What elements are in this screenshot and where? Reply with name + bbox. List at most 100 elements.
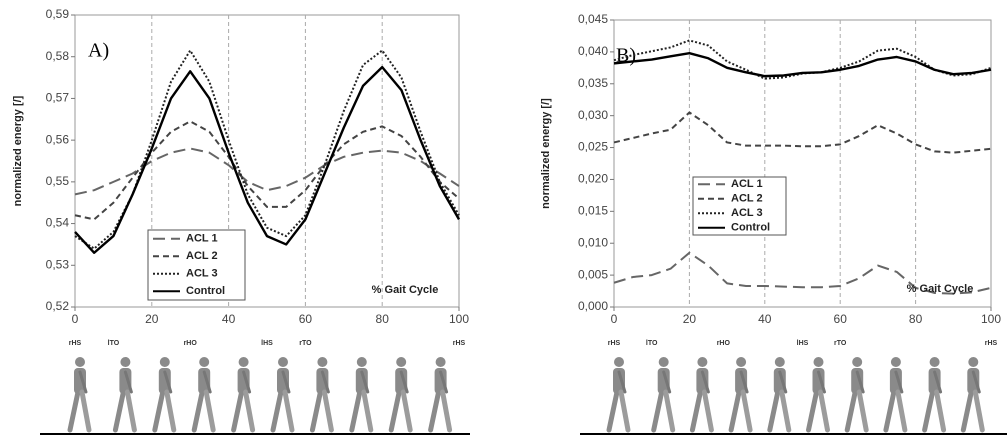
figure-leg xyxy=(818,389,830,433)
legend-box xyxy=(692,176,787,236)
figure-torso xyxy=(74,368,86,394)
figure-arm xyxy=(242,370,252,394)
figure-torso xyxy=(316,368,329,394)
figure-leg xyxy=(740,389,753,433)
figure-arm xyxy=(399,370,409,394)
gait-event-label: rHS xyxy=(453,340,466,347)
figure-torso xyxy=(812,368,825,394)
y-tick-label: 0,57 xyxy=(46,91,70,105)
figure-arm xyxy=(123,370,133,394)
legend: ACL 1 ACL 2 ACL 3 Control xyxy=(692,176,787,236)
y-tick-label: 0,54 xyxy=(46,216,70,230)
plot-frame xyxy=(613,19,992,308)
figure-head xyxy=(317,357,328,367)
gait-event-label: lTO xyxy=(108,340,120,347)
figure-head xyxy=(278,357,288,367)
figure-leg xyxy=(844,389,858,433)
figure-leg xyxy=(349,389,363,433)
figure-head xyxy=(120,357,131,367)
gait-event-label: rHS xyxy=(608,340,621,347)
figure-arm xyxy=(78,370,88,394)
figure-leg xyxy=(934,389,947,433)
y-tick-label: 0,020 xyxy=(578,172,608,186)
figure-arm xyxy=(817,370,826,394)
y-tick-label: 0,045 xyxy=(578,12,608,26)
y-tick-label: 0,59 xyxy=(46,7,70,21)
gait-event-label: lTO xyxy=(646,340,658,347)
x-tick-label: 80 xyxy=(376,312,390,326)
chart-panel: 0,52 0,53 0,54 0,55 0,56 0,57 0,58 0,59 0 20 40 60 8… xyxy=(12,7,470,435)
figure-leg xyxy=(883,389,897,433)
legend-label: Control xyxy=(731,222,770,234)
legend-label: ACL 2 xyxy=(731,193,763,205)
figure-arm xyxy=(894,370,904,394)
gait-event-label: rHS xyxy=(985,340,998,347)
figure-head xyxy=(199,357,210,367)
x-tick-label: 40 xyxy=(758,312,772,326)
figure-head xyxy=(75,357,85,367)
figure-torso xyxy=(277,368,289,394)
figure-head xyxy=(929,357,940,367)
figure-head xyxy=(736,357,747,367)
y-axis-label: normalized energy [/] xyxy=(12,95,24,206)
gait-event-label: rTO xyxy=(299,340,312,347)
x-tick-label: 100 xyxy=(449,312,469,326)
figure-torso xyxy=(696,368,709,394)
figure-head xyxy=(697,357,708,367)
gait-event-label: rHO xyxy=(717,340,731,347)
figure-arm xyxy=(855,370,865,394)
figure-torso xyxy=(773,368,786,394)
x-tick-label: 100 xyxy=(981,312,1001,326)
figure-leg xyxy=(663,389,676,433)
figure-torso xyxy=(657,368,670,394)
figure-torso xyxy=(434,368,447,394)
figure-head xyxy=(238,357,249,367)
figure-torso xyxy=(851,368,864,394)
figure-head xyxy=(852,357,863,367)
legend-label: ACL 1 xyxy=(186,233,218,245)
figure-torso xyxy=(237,368,250,394)
figure-leg xyxy=(972,389,985,433)
figure-torso xyxy=(735,368,748,394)
x-axis-annotation: % Gait Cycle xyxy=(372,284,439,296)
y-tick-label: 0,025 xyxy=(578,140,608,154)
figure-leg xyxy=(124,389,137,433)
figure-arm xyxy=(971,370,981,394)
legend-label: ACL 1 xyxy=(731,178,763,190)
figure-torso xyxy=(967,368,980,394)
figure-leg xyxy=(922,389,936,433)
legend-label: ACL 3 xyxy=(731,207,763,219)
figure-leg xyxy=(152,389,166,433)
y-tick-label: 0,010 xyxy=(578,235,608,249)
figure-leg xyxy=(701,389,714,433)
figure-leg xyxy=(728,389,742,433)
x-tick-label: 40 xyxy=(222,312,236,326)
series-line xyxy=(613,51,992,78)
x-tick-label: 0 xyxy=(72,312,79,326)
y-tick-label: 0,035 xyxy=(578,76,608,90)
panel-label: A) xyxy=(88,40,109,62)
x-tick-label: 0 xyxy=(611,312,618,326)
figure-head xyxy=(658,357,669,367)
figure-leg xyxy=(440,389,453,433)
figure-leg xyxy=(203,389,216,433)
figure-arm xyxy=(281,370,291,394)
figure-arm xyxy=(933,370,943,394)
figure-leg xyxy=(779,389,792,433)
legend-label: Control xyxy=(186,285,225,297)
figure-arm xyxy=(439,370,449,394)
figure-leg xyxy=(67,389,81,433)
walking-figures xyxy=(67,357,453,433)
figure-leg xyxy=(767,389,781,433)
y-tick-label: 0,55 xyxy=(46,174,70,188)
figure-leg xyxy=(400,389,413,433)
figure-leg xyxy=(231,389,245,433)
x-tick-label: 20 xyxy=(145,312,159,326)
figure-head xyxy=(890,357,901,367)
figure-head xyxy=(968,357,979,367)
x-axis-annotation: % Gait Cycle xyxy=(907,283,974,295)
y-tick-label: 0,030 xyxy=(578,108,608,122)
figure-torso xyxy=(158,368,171,394)
figure-torso xyxy=(613,368,625,394)
series-line xyxy=(613,111,992,154)
